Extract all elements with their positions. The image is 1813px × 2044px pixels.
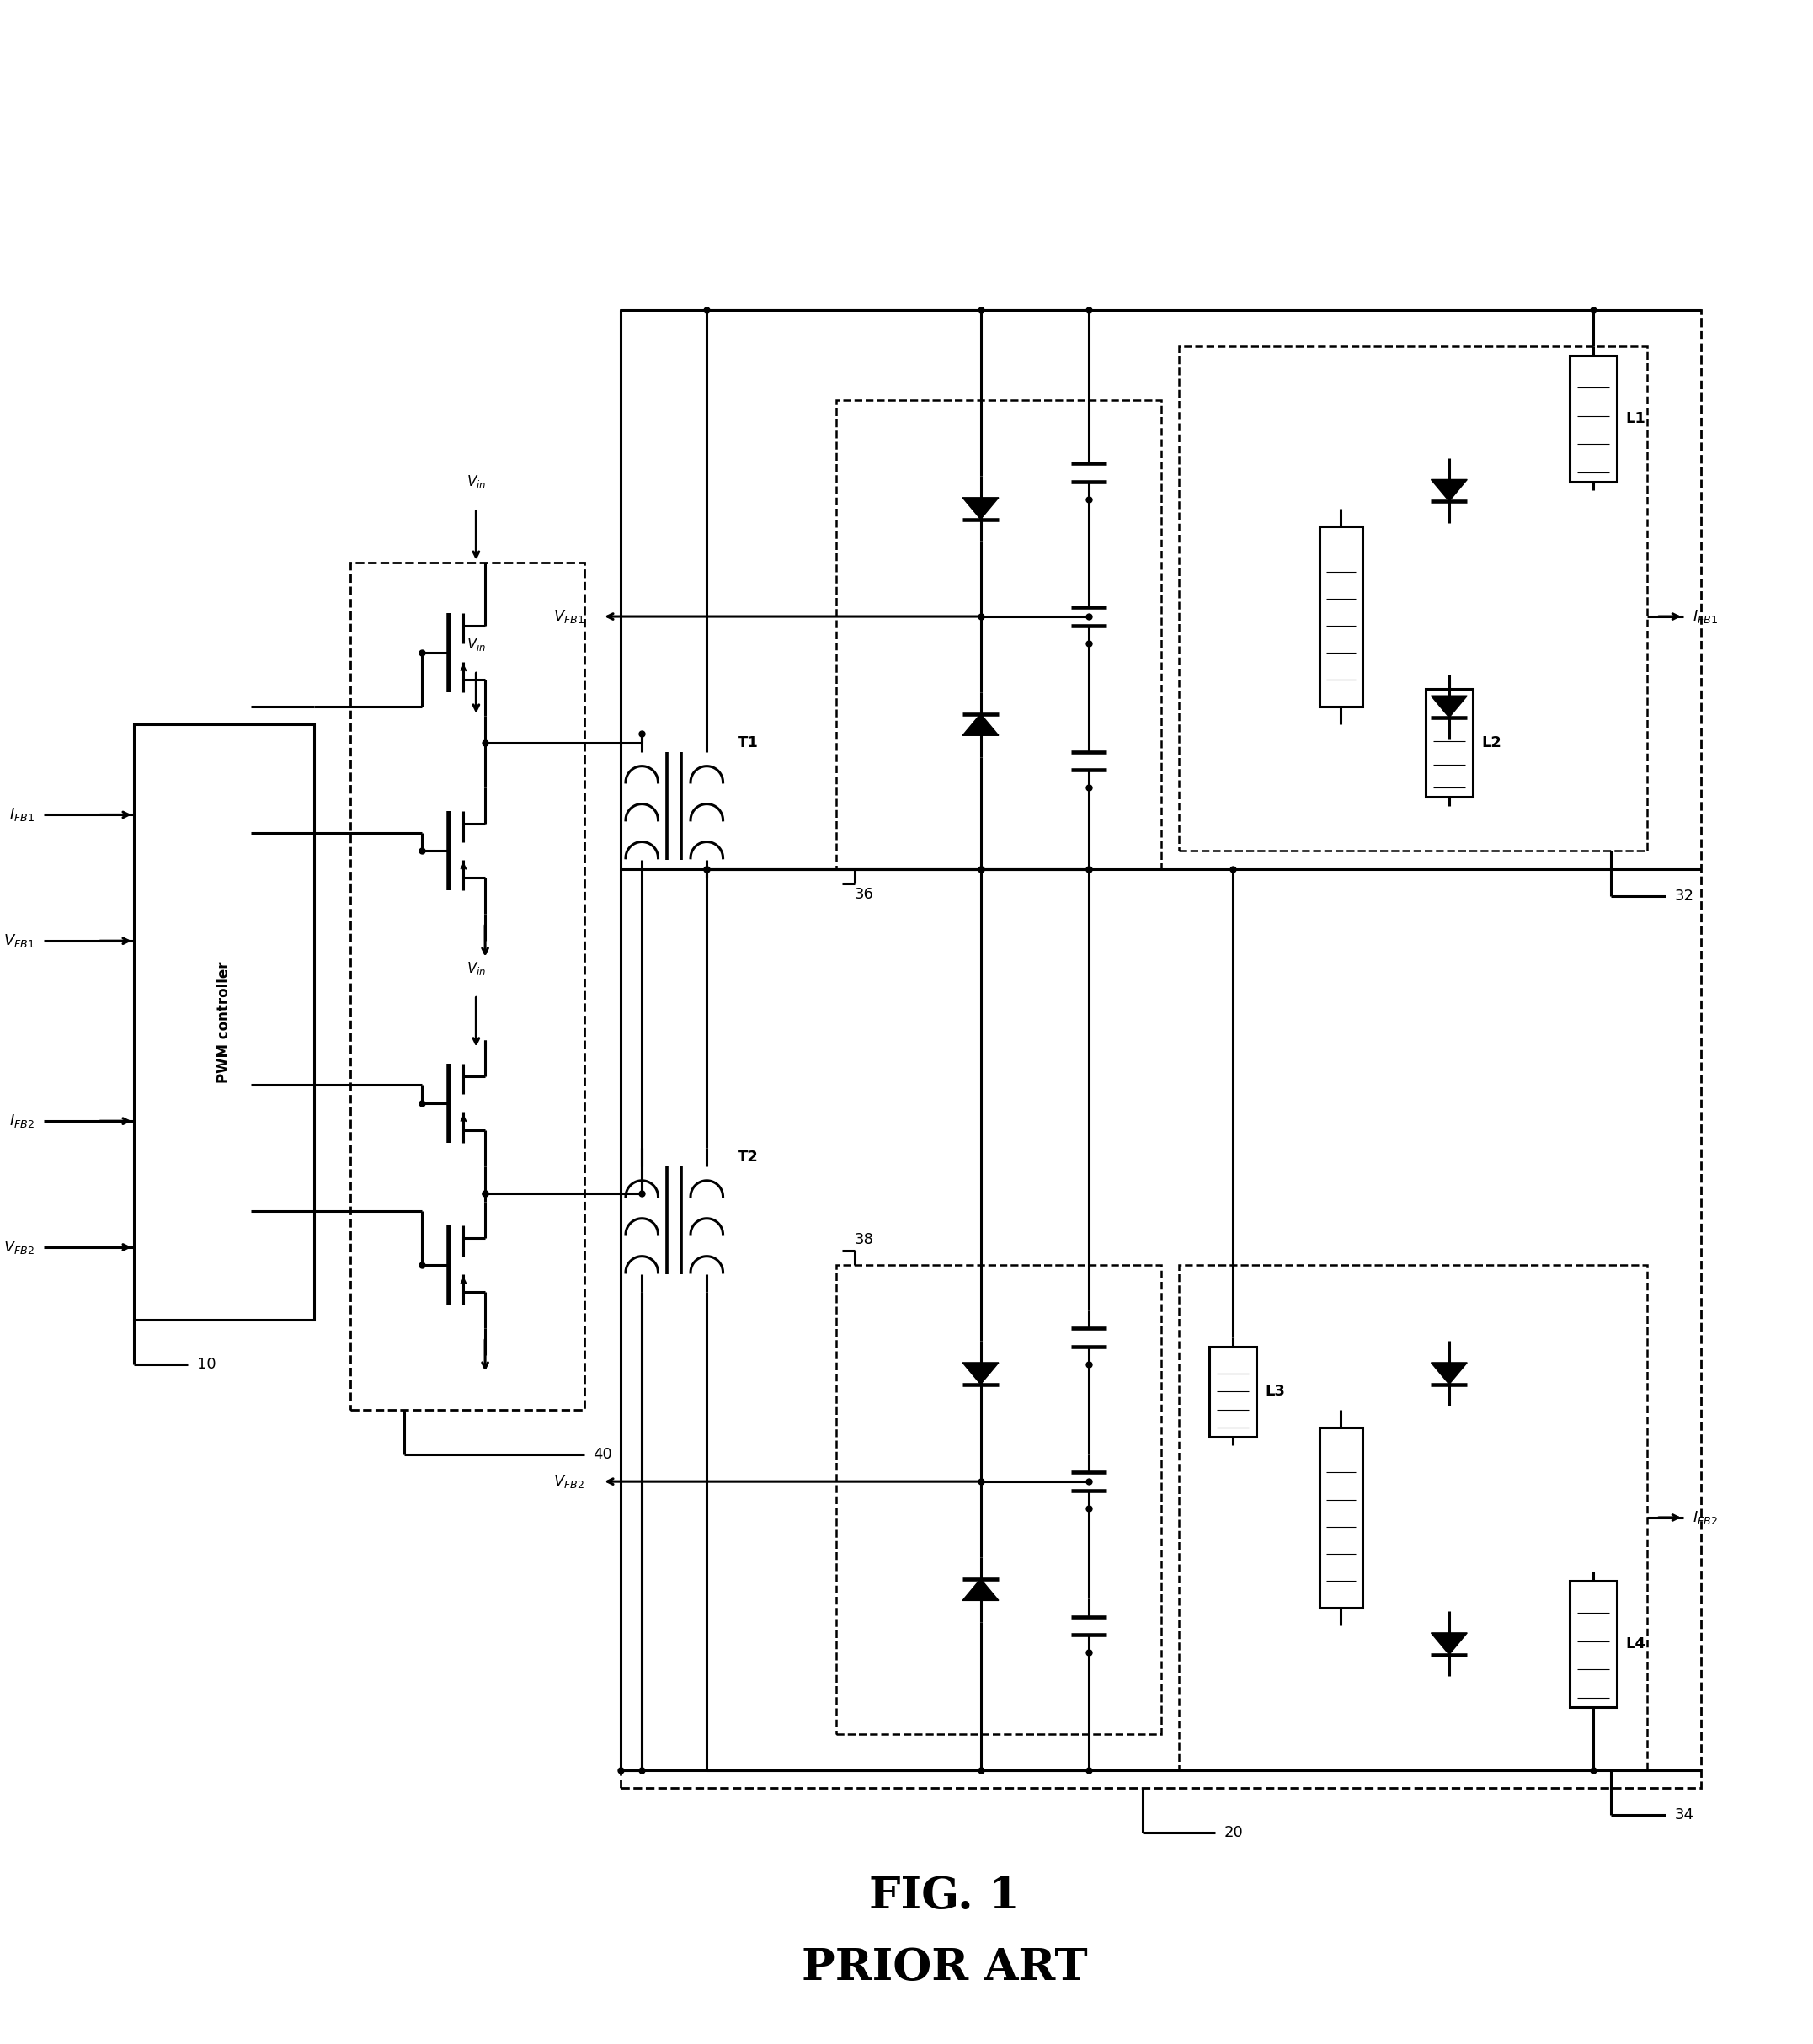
Text: L1: L1 (1626, 411, 1646, 425)
Text: $I_{FB1}$: $I_{FB1}$ (9, 805, 34, 824)
Bar (1570, 1580, 1617, 1707)
Text: T1: T1 (738, 736, 758, 750)
Text: $V_{FB2}$: $V_{FB2}$ (553, 1474, 584, 1490)
Text: 34: 34 (1675, 1807, 1693, 1823)
Polygon shape (1430, 1363, 1467, 1384)
Text: 36: 36 (854, 887, 874, 901)
Bar (1209, 1347, 1256, 1437)
Text: $V_{in}$: $V_{in}$ (466, 636, 486, 652)
Polygon shape (963, 1578, 999, 1600)
Text: 10: 10 (198, 1357, 216, 1372)
Text: 40: 40 (593, 1447, 613, 1461)
Text: $V_{FB2}$: $V_{FB2}$ (4, 1239, 34, 1255)
Bar (620, 311, 1701, 1788)
Text: $I_{FB1}$: $I_{FB1}$ (1692, 609, 1717, 625)
Text: $I_{FB2}$: $I_{FB2}$ (9, 1112, 34, 1130)
Text: T2: T2 (738, 1149, 758, 1165)
Text: FIG. 1: FIG. 1 (868, 1874, 1021, 1917)
Text: $V_{in}$: $V_{in}$ (466, 474, 486, 491)
Text: 32: 32 (1675, 889, 1693, 903)
Bar (1425, 689, 1472, 797)
Text: PWM controller: PWM controller (216, 961, 232, 1083)
Text: L4: L4 (1626, 1635, 1646, 1652)
Bar (1320, 1427, 1363, 1609)
Text: 38: 38 (854, 1233, 874, 1247)
Polygon shape (963, 497, 999, 519)
Polygon shape (1430, 1633, 1467, 1654)
Bar (134, 726, 314, 1318)
Text: $V_{FB1}$: $V_{FB1}$ (553, 609, 584, 625)
Bar (836, 401, 1160, 869)
Polygon shape (963, 713, 999, 736)
Polygon shape (1430, 695, 1467, 717)
Polygon shape (963, 1363, 999, 1384)
Bar (836, 1265, 1160, 1733)
Text: $I_{FB2}$: $I_{FB2}$ (1692, 1508, 1717, 1527)
Text: $V_{FB1}$: $V_{FB1}$ (4, 932, 34, 948)
Bar (350, 562, 584, 1410)
Text: L2: L2 (1481, 736, 1501, 750)
Bar (1570, 356, 1617, 482)
Text: $V_{in}$: $V_{in}$ (466, 961, 486, 977)
Bar (1178, 345, 1648, 850)
Polygon shape (1430, 480, 1467, 501)
Text: L3: L3 (1265, 1384, 1285, 1398)
Text: PRIOR ART: PRIOR ART (801, 1946, 1088, 1989)
Bar (1178, 1265, 1648, 1770)
Text: 20: 20 (1224, 1825, 1244, 1840)
Bar (1320, 527, 1363, 707)
